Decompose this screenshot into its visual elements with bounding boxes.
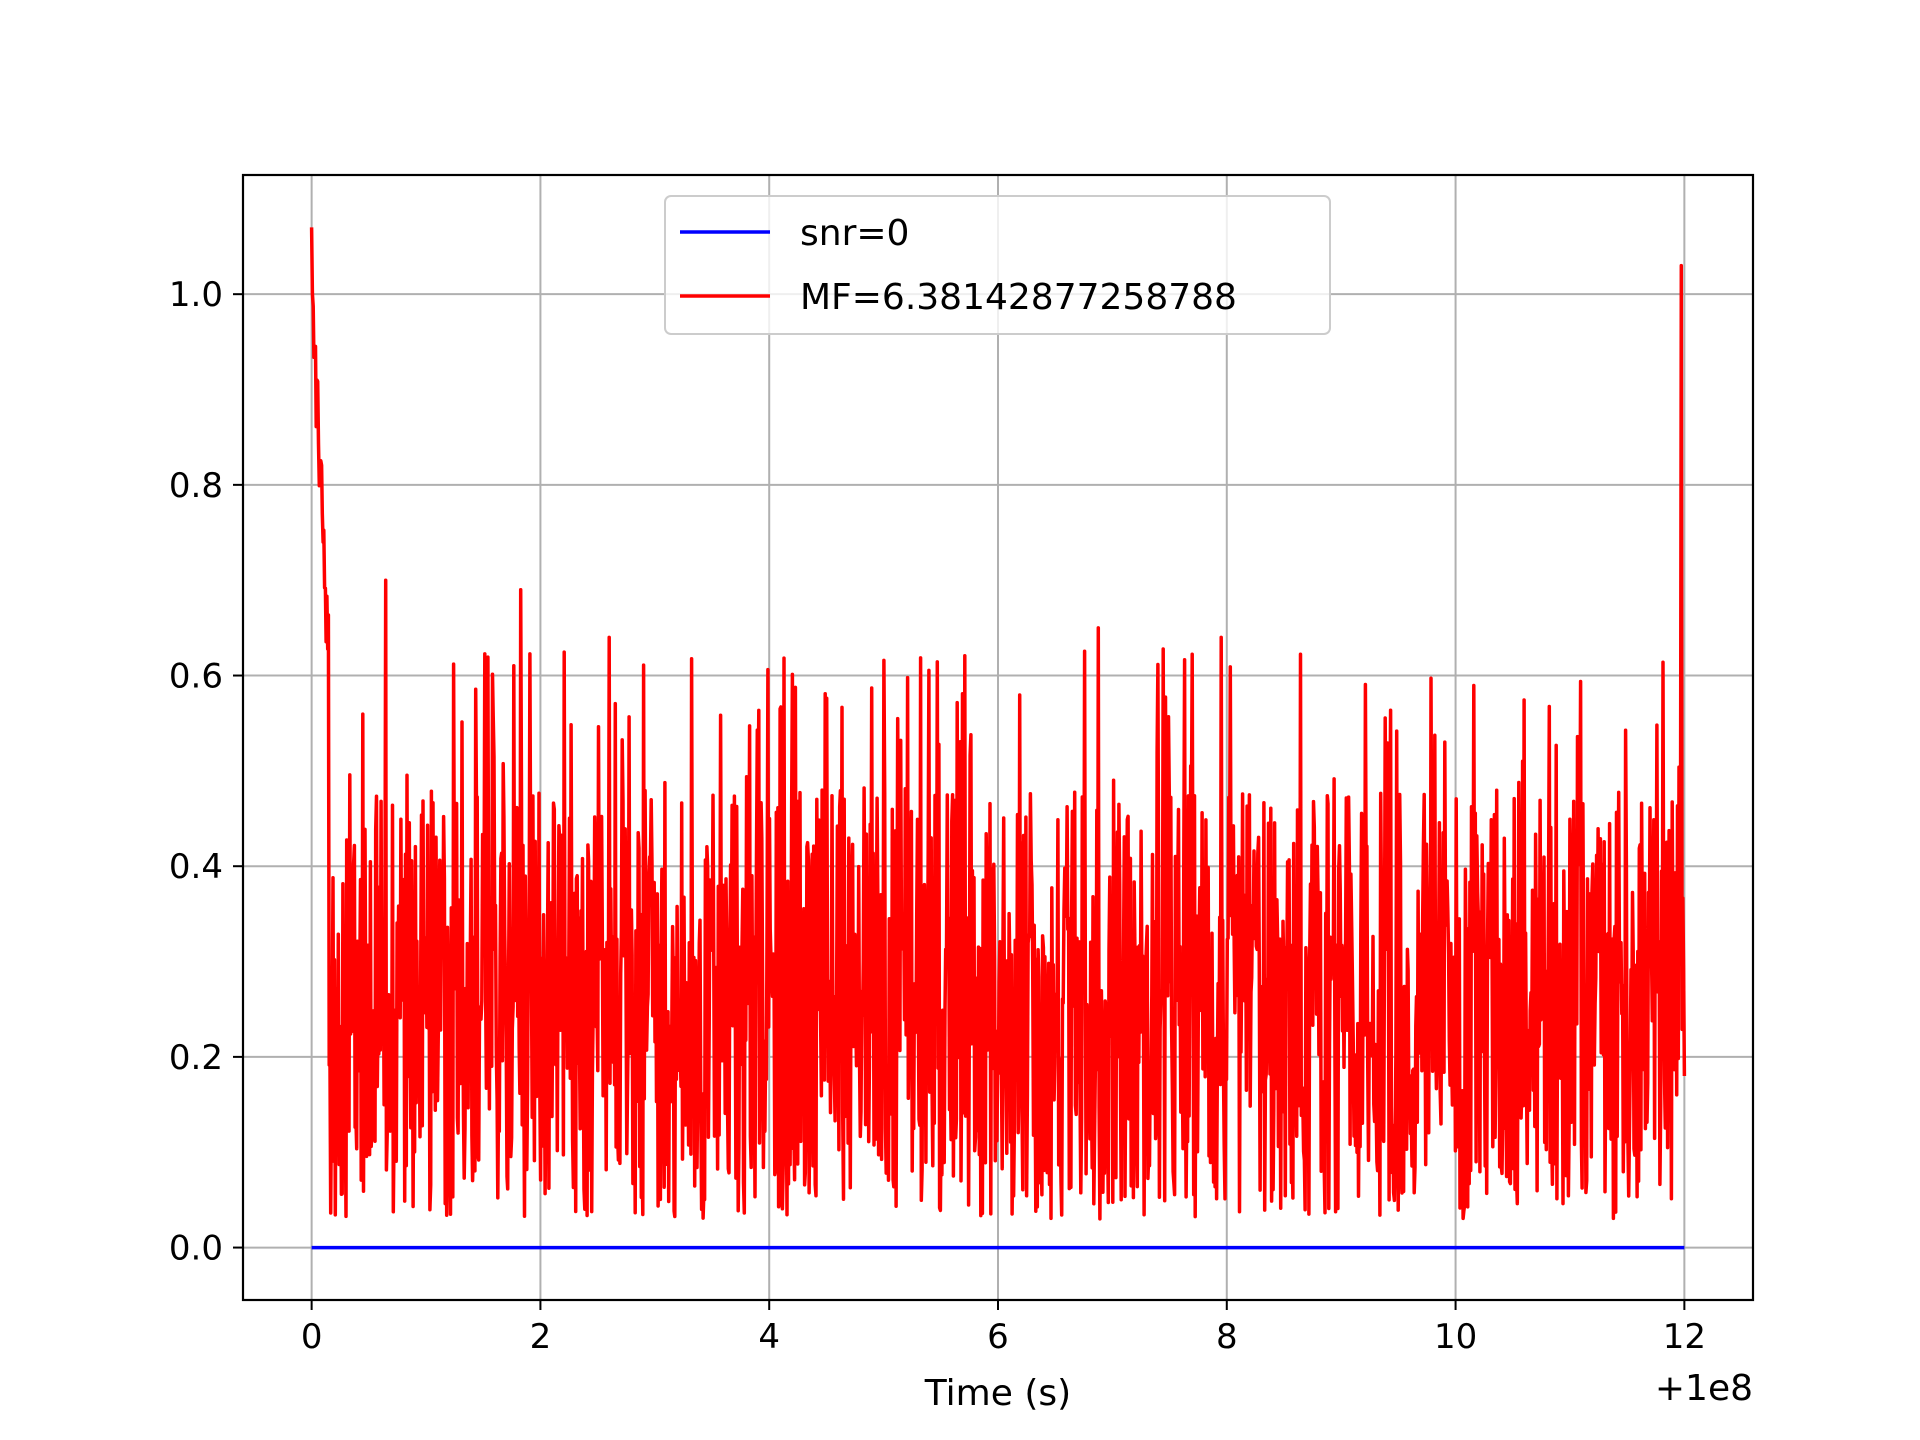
y-tick-label: 0.0 <box>169 1229 223 1269</box>
x-tick-label: 6 <box>987 1317 1009 1357</box>
x-tick-label: 10 <box>1434 1317 1477 1357</box>
legend-label: MF=6.38142877258788 <box>800 277 1237 318</box>
series-layer <box>309 227 1687 1250</box>
y-tick-label: 0.2 <box>169 1038 223 1078</box>
x-axis-label: Time (s) <box>924 1373 1071 1414</box>
x-tick-label: 12 <box>1663 1317 1706 1357</box>
legend-label: snr=0 <box>800 213 909 254</box>
x-tick-label: 0 <box>301 1317 323 1357</box>
x-tick-label: 4 <box>758 1317 780 1357</box>
x-tick-label: 8 <box>1216 1317 1238 1357</box>
y-tick-label: 0.8 <box>169 466 223 506</box>
mf-series-line <box>309 227 1687 1221</box>
x-tick-label: 2 <box>530 1317 552 1357</box>
legend-box <box>664 195 1331 335</box>
y-tick-label: 0.6 <box>169 657 223 697</box>
y-tick-label: 1.0 <box>169 275 223 315</box>
ticks: 0 2 4 6 8 10 12 0.0 0.2 0.4 0.6 0.8 1.0 <box>169 275 1706 1357</box>
x-offset-label: +1e8 <box>1655 1368 1753 1409</box>
legend: snr=0 MF=6.38142877258788 <box>664 195 1331 335</box>
y-tick-label: 0.4 <box>169 847 223 887</box>
